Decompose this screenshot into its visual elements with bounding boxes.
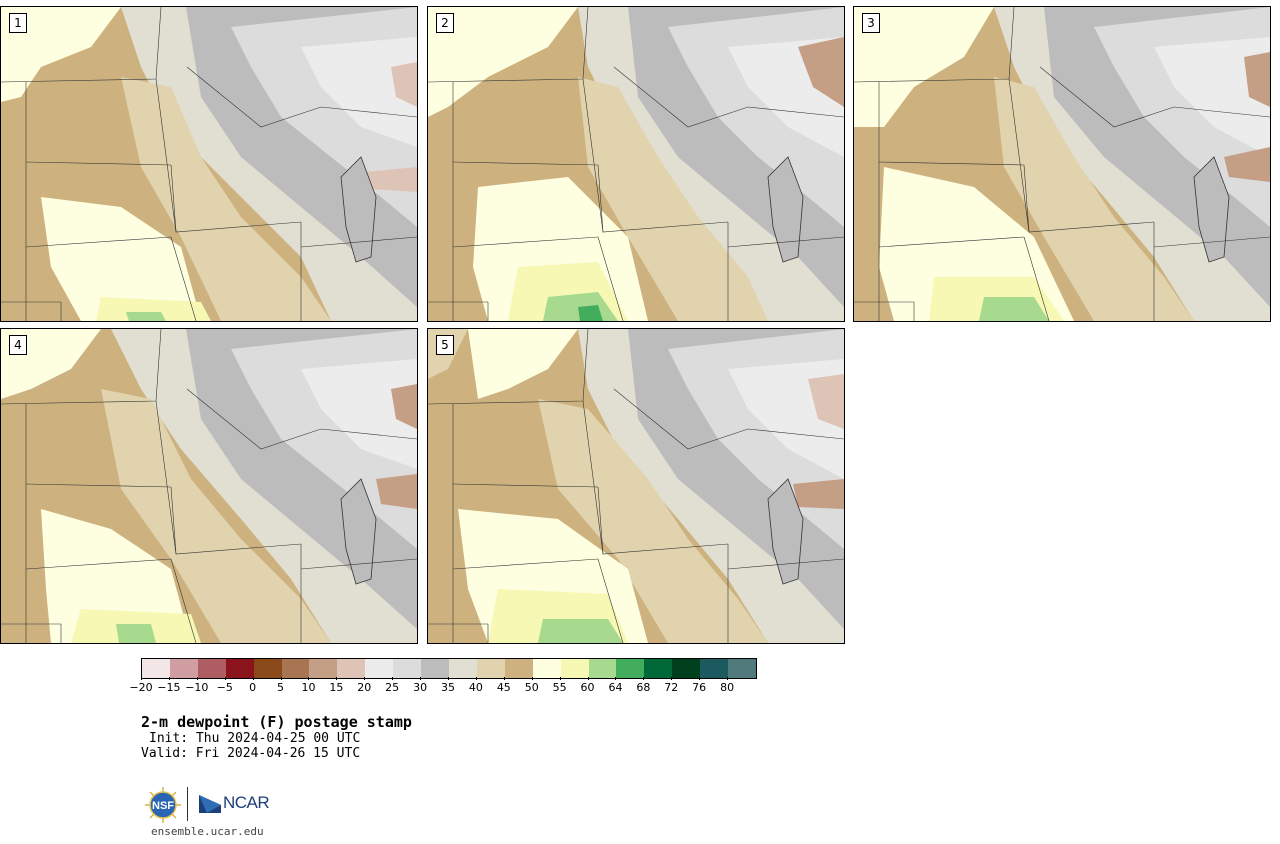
colorbar-swatch (644, 659, 673, 678)
chart-title: 2-m dewpoint (F) postage stamp (141, 713, 412, 731)
dewpoint-map-2 (428, 7, 844, 321)
map-panel-5: 5 (427, 328, 845, 644)
colorbar-swatch (365, 659, 394, 678)
map-panel-3: 3 (853, 6, 1271, 322)
colorbar-swatch (225, 659, 254, 678)
colorbar (141, 658, 757, 679)
colorbar-swatch (588, 659, 617, 678)
colorbar-tick-mark (559, 677, 561, 680)
colorbar-swatch (532, 659, 561, 678)
colorbar-tick-label: 35 (441, 681, 455, 694)
colorbar-swatch (728, 659, 756, 678)
colorbar-tick-label: 45 (496, 681, 511, 694)
dewpoint-map-5 (428, 329, 844, 643)
panel-number: 3 (862, 13, 880, 33)
colorbar-tick-mark (196, 677, 198, 680)
panel-number: 5 (436, 335, 454, 355)
colorbar-tick-mark (699, 677, 701, 680)
colorbar-tick-label: −5 (216, 681, 233, 694)
colorbar-tick-label: 55 (552, 681, 567, 694)
colorbar-tick-label: 10 (301, 681, 316, 694)
colorbar-tick-label: 5 (277, 681, 285, 694)
colorbar-tick-mark (531, 677, 533, 680)
colorbar-tick-mark (671, 677, 673, 680)
colorbar-tick-label: 76 (692, 681, 707, 694)
colorbar-tick-label: 0 (249, 681, 257, 694)
colorbar-swatch (281, 659, 310, 678)
colorbar-swatch (421, 659, 449, 678)
colorbar-swatch (337, 659, 366, 678)
colorbar-tick-mark (364, 677, 366, 680)
colorbar-tick-label: 40 (468, 681, 483, 694)
colorbar-tick-label: 80 (720, 681, 735, 694)
init-time: Init: Thu 2024-04-25 00 UTC (149, 731, 361, 746)
nsf-logo-icon: NSF (145, 787, 181, 823)
dewpoint-map-1 (1, 7, 417, 321)
colorbar-swatch (169, 659, 198, 678)
colorbar-tick-label: −20 (129, 681, 153, 694)
colorbar-tick-mark (643, 677, 645, 680)
ncar-logo-text: NCAR (223, 793, 270, 812)
colorbar-tick-label: −10 (185, 681, 209, 694)
panel-number: 4 (9, 335, 27, 355)
dewpoint-map-4 (1, 329, 417, 643)
ncar-logo-icon (199, 795, 221, 813)
colorbar-swatch (448, 659, 477, 678)
colorbar-swatch (197, 659, 226, 678)
map-panel-4: 4 (0, 328, 418, 644)
site-url: ensemble.ucar.edu (151, 825, 264, 838)
colorbar-swatch (672, 659, 701, 678)
valid-time: Valid: Fri 2024-04-26 15 UTC (141, 746, 361, 761)
colorbar-swatch (700, 659, 729, 678)
colorbar-tick-mark (168, 677, 170, 680)
colorbar-tick-mark (392, 677, 394, 680)
colorbar-tick-label: 68 (636, 681, 651, 694)
colorbar-tick-label: 30 (413, 681, 428, 694)
nsf-logo-text: NSF (152, 800, 174, 812)
colorbar-swatch (253, 659, 282, 678)
colorbar-tick-mark (448, 677, 449, 680)
colorbar-tick-mark (503, 677, 505, 680)
colorbar-tick-mark (727, 677, 729, 680)
logo-divider (187, 787, 188, 821)
colorbar-tick-mark (141, 677, 142, 680)
colorbar-tick-label: 25 (385, 681, 400, 694)
colorbar-tick-label: 50 (524, 681, 539, 694)
colorbar-tick-mark (475, 677, 477, 680)
colorbar-tick-label: −15 (157, 681, 181, 694)
colorbar-swatch (504, 659, 533, 678)
colorbar-tick-mark (280, 677, 282, 680)
colorbar-tick-mark (252, 677, 254, 680)
colorbar-tick-mark (587, 677, 589, 680)
colorbar-swatch (393, 659, 422, 678)
colorbar-tick-label: 60 (580, 681, 595, 694)
colorbar-tick-mark (308, 677, 310, 680)
colorbar-ticks: −20 −15 −10 −5 0 5 10 15 20 25 30 35 40 45 50 55 60 64 68 7… (129, 677, 755, 701)
colorbar-swatch (616, 659, 645, 678)
map-panel-1: 1 (0, 6, 418, 322)
colorbar-swatch (476, 659, 505, 678)
colorbar-swatch (560, 659, 589, 678)
colorbar-swatch (309, 659, 338, 678)
colorbar-tick-label: 20 (357, 681, 372, 694)
colorbar-tick-mark (615, 677, 617, 680)
colorbar-tick-label: 72 (664, 681, 679, 694)
panel-number: 2 (436, 13, 454, 33)
colorbar-tick-label: 64 (608, 681, 623, 694)
panel-number: 1 (9, 13, 27, 33)
colorbar-tick-mark (224, 677, 226, 680)
colorbar-tick-label: 15 (329, 681, 344, 694)
logos: NSF NCAR (145, 785, 285, 825)
colorbar-tick-mark (336, 677, 338, 680)
dewpoint-map-3 (854, 7, 1270, 321)
colorbar-swatch (142, 659, 170, 678)
colorbar-tick-mark (420, 677, 422, 680)
map-panel-2: 2 (427, 6, 845, 322)
